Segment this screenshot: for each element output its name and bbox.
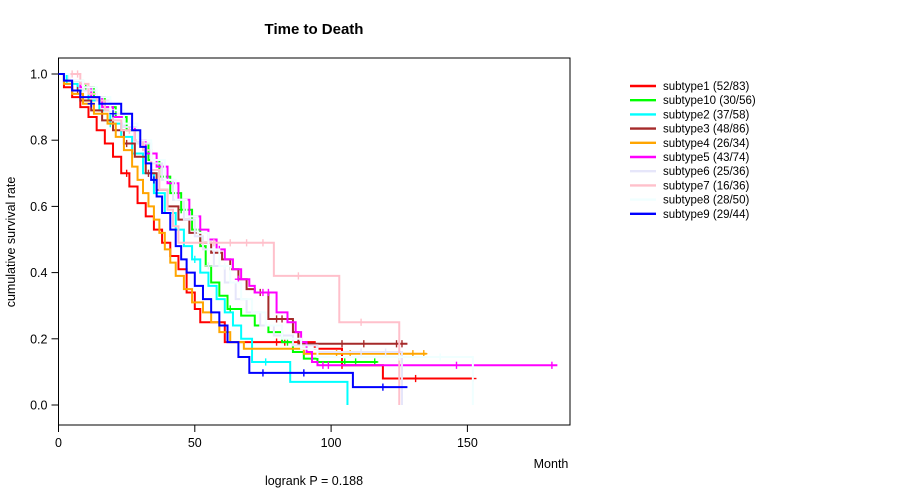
survival-curve-subtype5 [58,73,558,369]
legend-label-subtype6: subtype6 (25/36) [663,166,749,178]
km-step-line-subtype9 [58,73,408,389]
chart-title: Time to Death [265,21,364,38]
legend-label-subtype5: subtype5 (43/74) [663,152,749,164]
axes: 0 50 100 150 0.0 0.2 0.4 0.6 0.8 1.0 [30,57,571,450]
legend-label-subtype4: subtype4 (26/34) [663,138,749,150]
legend-item-subtype4: subtype4 (26/34) [630,138,749,150]
legend-label-subtype1: subtype1 (52/83) [663,81,749,93]
y-tick-label: 0.8 [30,134,47,148]
legend-label-subtype2: subtype2 (37/58) [663,109,749,121]
x-tick-label: 150 [457,436,478,450]
y-tick-label: 0.2 [30,332,47,346]
survival-curves [58,70,558,405]
km-step-line-subtype4 [58,73,427,355]
x-tick-label: 50 [188,436,202,450]
legend-item-subtype8: subtype8 (28/50) [630,195,749,207]
legend-item-subtype9: subtype9 (29/44) [630,209,749,221]
legend-label-subtype9: subtype9 (29/44) [663,209,749,221]
legend: subtype1 (52/83) subtype10 (30/56) subtype… [630,81,756,221]
km-step-line-subtype5 [58,73,558,367]
km-step-line-subtype10 [58,73,378,363]
x-tick-label: 100 [321,436,342,450]
legend-item-subtype6: subtype6 (25/36) [630,166,749,178]
y-tick-label: 1.0 [30,68,47,82]
legend-item-subtype2: subtype2 (37/58) [630,109,749,121]
km-step-line-subtype8 [58,73,474,405]
legend-label-subtype8: subtype8 (28/50) [663,195,749,207]
legend-item-subtype10: subtype10 (30/56) [630,95,756,107]
legend-item-subtype3: subtype3 (48/86) [630,124,749,136]
y-tick-label: 0.6 [30,200,47,214]
legend-label-subtype10: subtype10 (30/56) [663,95,756,107]
legend-label-subtype7: subtype7 (16/36) [663,180,749,192]
y-axis-title: cumulative survival rate [4,177,18,308]
plot-border [58,57,571,426]
legend-item-subtype5: subtype5 (43/74) [630,152,749,164]
y-tick-label: 0.4 [30,266,47,280]
legend-item-subtype1: subtype1 (52/83) [630,81,749,93]
legend-item-subtype7: subtype7 (16/36) [630,180,749,192]
legend-label-subtype3: subtype3 (48/86) [663,124,749,136]
survival-curve-subtype9 [58,73,408,391]
y-tick-label: 0.0 [30,399,47,413]
x-tick-label: 0 [55,436,62,450]
logrank-annotation: logrank P = 0.188 [265,474,363,488]
x-axis-title: Month [534,457,569,471]
survival-curve-subtype8 [58,73,474,405]
